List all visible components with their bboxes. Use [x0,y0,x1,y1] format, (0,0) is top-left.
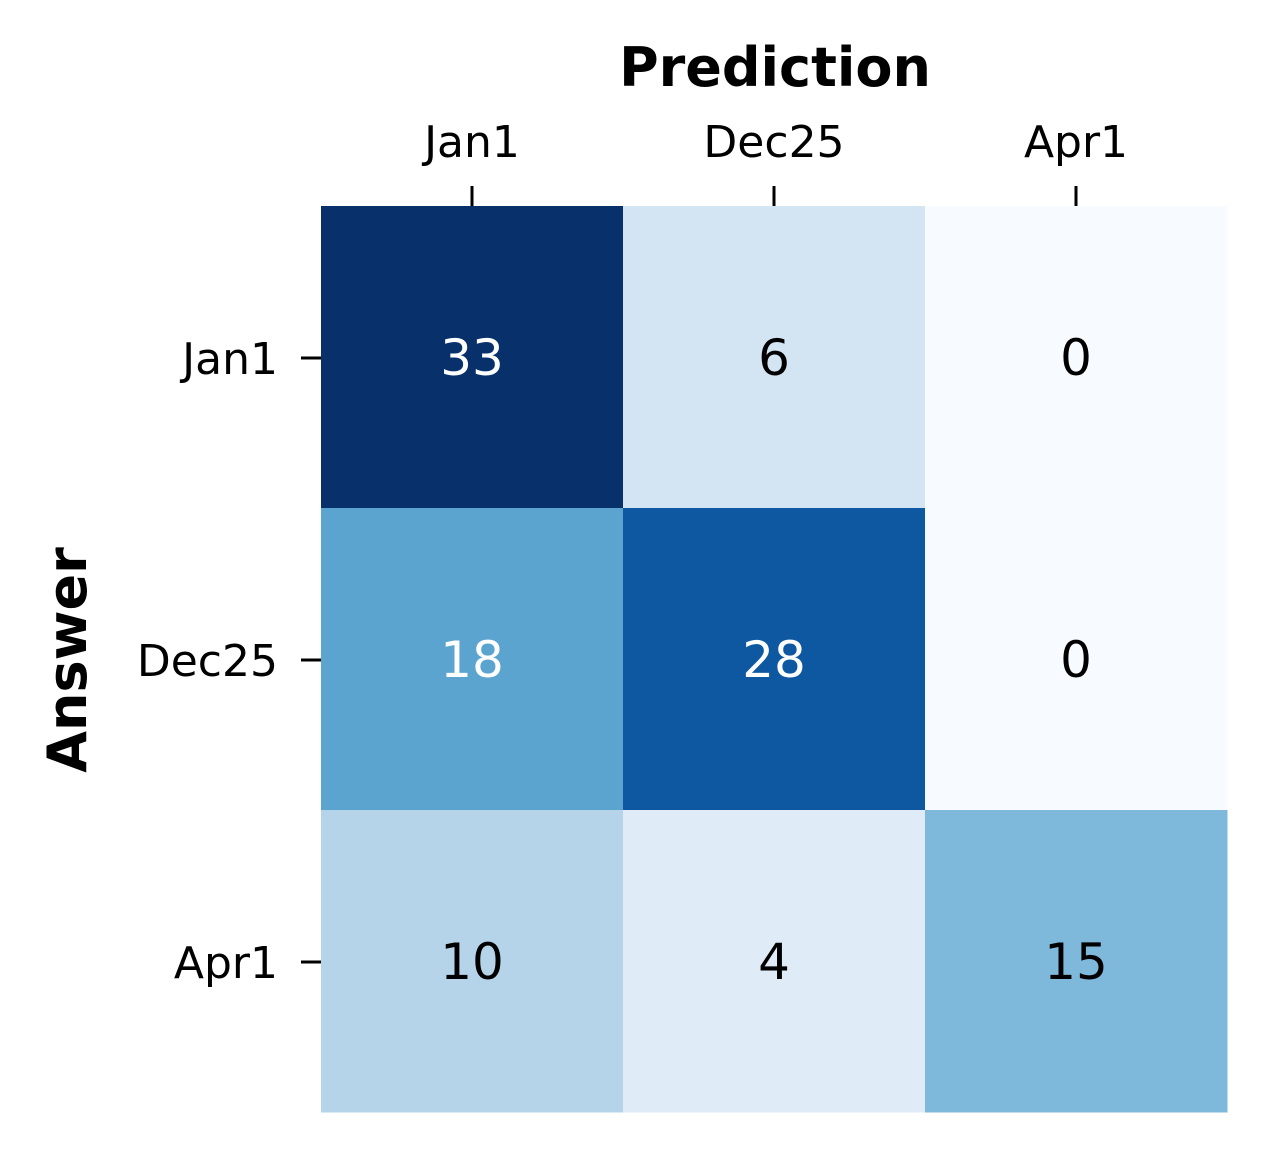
cell-value-label: 0 [1060,329,1092,387]
heatmap-cell [321,508,624,811]
y-tick-label: Apr1 [174,938,278,989]
x-tick-label: Jan1 [421,117,520,168]
heatmap-cell [925,810,1228,1113]
heatmap-cell [925,508,1228,811]
y-tick-label: Dec25 [137,636,278,687]
x-tick-label: Dec25 [703,117,844,168]
cell-value-label: 18 [440,631,504,689]
y-tick-label: Jan1 [179,334,278,385]
heatmap-cell [925,206,1228,509]
cell-value-label: 4 [758,933,790,991]
heatmap-cells [321,206,1228,1113]
heatmap-cell-labels: 33 6 0 18 28 0 10 4 15 [440,329,1108,991]
y-axis-ticks: Jan1 Dec25 Apr1 [137,334,321,989]
y-axis-title: Answer [36,547,99,773]
cell-value-label: 6 [758,329,790,387]
heatmap-cell [623,508,926,811]
x-axis-title: Prediction [619,36,931,99]
cell-value-label: 28 [742,631,806,689]
cell-value-label: 15 [1044,933,1108,991]
cell-value-label: 33 [440,329,504,387]
heatmap-cell [321,810,624,1113]
cell-value-label: 10 [440,933,504,991]
cell-value-label: 0 [1060,631,1092,689]
x-axis-ticks: Jan1 Dec25 Apr1 [421,117,1128,206]
heatmap-cell [623,810,926,1113]
heatmap-cell [623,206,926,509]
heatmap-cell [321,206,624,509]
x-tick-label: Apr1 [1024,117,1128,168]
